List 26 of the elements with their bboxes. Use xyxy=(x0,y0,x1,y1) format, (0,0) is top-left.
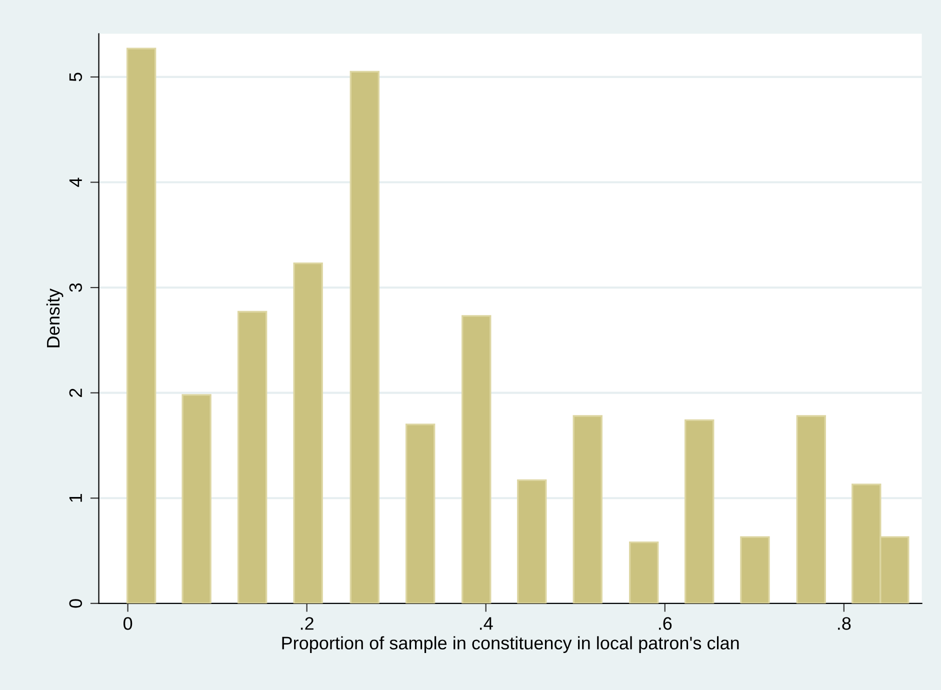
bar xyxy=(293,262,323,604)
y-tick-label: 2 xyxy=(69,388,82,397)
x-tick-label: .8 xyxy=(838,617,851,630)
bar xyxy=(740,536,770,604)
x-tick-label: 0 xyxy=(123,617,132,630)
bar xyxy=(572,415,602,604)
bar xyxy=(629,542,659,604)
y-tick-label: 0 xyxy=(69,599,82,608)
bar xyxy=(517,479,547,604)
bar xyxy=(406,424,436,604)
bar xyxy=(126,48,156,604)
bar xyxy=(350,70,380,604)
y-tick-label: 3 xyxy=(69,283,82,292)
y-tick-label: 1 xyxy=(69,494,82,502)
x-tick-label: .4 xyxy=(480,617,493,630)
y-axis-title: Density xyxy=(46,288,64,348)
x-tick-label: .6 xyxy=(659,617,672,630)
bar xyxy=(182,394,212,604)
y-tick-label: 5 xyxy=(69,72,82,82)
bar xyxy=(796,415,826,604)
x-tick-label: .2 xyxy=(300,617,314,630)
bar xyxy=(684,419,714,604)
x-axis-title: Proportion of sample in constituency in local patron's clan xyxy=(282,636,739,654)
y-tick-label: 4 xyxy=(69,178,82,187)
bar xyxy=(237,310,268,604)
bar xyxy=(462,315,492,604)
